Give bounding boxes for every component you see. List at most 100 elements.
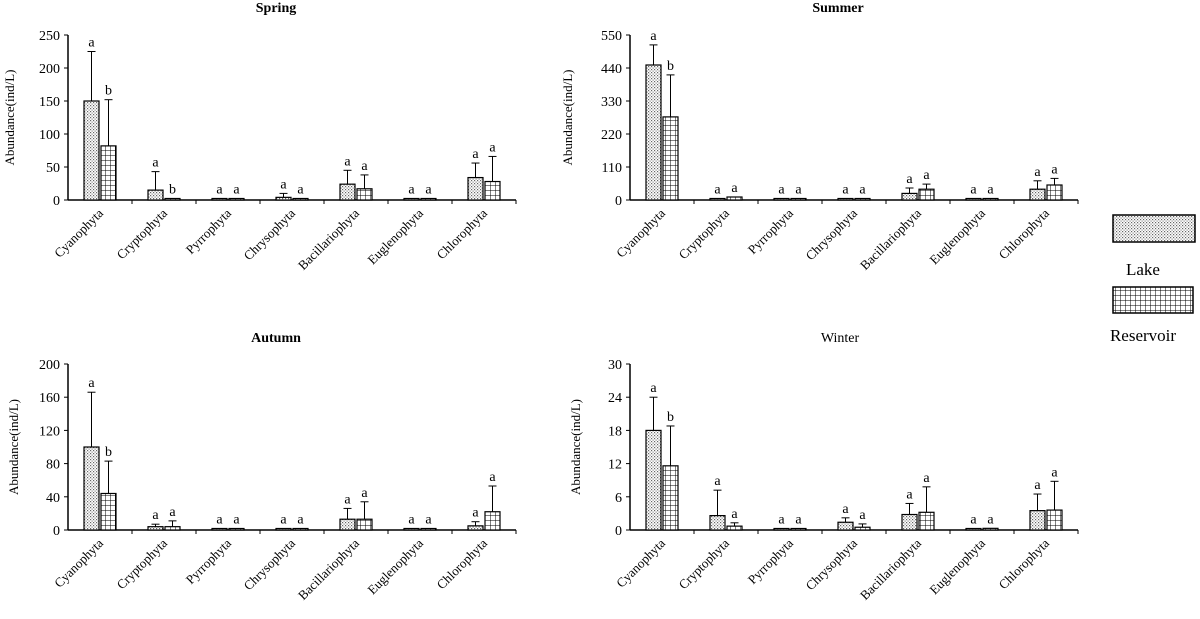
- bar-lake: [837, 197, 854, 201]
- bar-reservoir: [484, 511, 501, 531]
- x-tick-label: Chrysophyta: [803, 205, 861, 263]
- bar-reservoir: [356, 188, 373, 201]
- bar-reservoir: [228, 197, 245, 201]
- chart-panel-autumn: Autumn Abundance(ind/L) 0 40 80 120 160 200 Cyan…: [6, 331, 517, 603]
- significance-letter: a: [859, 183, 866, 198]
- bar-reservoir: [228, 527, 245, 531]
- bar-reservoir: [854, 526, 871, 531]
- significance-letter: a: [987, 183, 994, 198]
- significance-letter: a: [650, 381, 657, 396]
- x-tick-label: Chrysophyta: [241, 205, 299, 263]
- bar-reservoir: [100, 145, 117, 201]
- y-tick-label: 150: [39, 95, 60, 110]
- significance-letter: a: [778, 513, 785, 528]
- significance-letter: a: [906, 172, 913, 187]
- significance-letter: a: [280, 513, 287, 528]
- x-tick-label: Chlorophyta: [434, 205, 491, 262]
- bar-lake: [901, 192, 918, 201]
- significance-letter: b: [667, 410, 674, 425]
- bar-reservoir: [100, 492, 117, 531]
- significance-letter: a: [970, 513, 977, 528]
- significance-letter: a: [344, 492, 351, 507]
- significance-letter: a: [216, 513, 223, 528]
- legend-swatch-reservoir: [1112, 286, 1194, 314]
- chart-title: Winter: [821, 331, 860, 346]
- significance-letter: a: [1051, 465, 1058, 480]
- x-tick-label: Euglenophyta: [364, 535, 426, 597]
- x-tick-label: Bacillariophyta: [857, 535, 924, 602]
- y-tick-label: 40: [46, 491, 60, 506]
- bar-reservoir: [662, 116, 679, 201]
- bar-reservoir: [918, 188, 935, 201]
- significance-letter: a: [714, 183, 721, 198]
- x-tick-label: Pyrrophyta: [745, 205, 797, 257]
- y-axis-label: Abundance(ind/L): [2, 69, 17, 165]
- significance-letter: a: [152, 508, 159, 523]
- y-tick-label: 200: [39, 62, 60, 77]
- significance-letter: b: [169, 183, 176, 198]
- significance-letter: a: [233, 513, 240, 528]
- bar-lake: [645, 64, 662, 201]
- x-tick-label: Chlorophyta: [434, 535, 491, 592]
- legend-label-lake: Lake: [1126, 260, 1160, 279]
- chart-title: Autumn: [251, 331, 301, 346]
- y-tick-label: 330: [601, 95, 622, 110]
- bar-reservoir: [1046, 184, 1063, 201]
- bar-lake: [211, 527, 228, 531]
- bar-lake: [147, 526, 164, 531]
- significance-letter: a: [472, 506, 479, 521]
- significance-letter: a: [650, 29, 657, 44]
- bar-reservoir: [662, 465, 679, 531]
- significance-letter: a: [778, 183, 785, 198]
- bar-reservoir: [790, 197, 807, 201]
- significance-letter: a: [714, 474, 721, 489]
- bar-lake: [965, 527, 982, 531]
- legend-swatch-lake: [1112, 214, 1196, 243]
- x-tick-label: Euglenophyta: [926, 535, 988, 597]
- bar-reservoir: [726, 525, 743, 531]
- x-tick-label: Pyrrophyta: [183, 205, 235, 257]
- bar-lake: [901, 513, 918, 531]
- x-tick-label: Bacillariophyta: [295, 205, 362, 272]
- x-tick-label: Cryptophyta: [676, 205, 733, 262]
- x-tick-label: Chrysophyta: [803, 535, 861, 593]
- bar-lake: [773, 527, 790, 531]
- y-tick-label: 200: [39, 358, 60, 373]
- bar-lake: [403, 197, 420, 201]
- y-tick-label: 6: [615, 491, 622, 506]
- x-tick-label: Cyanophyta: [613, 205, 668, 260]
- bar-lake: [709, 197, 726, 201]
- bar-reservoir: [292, 527, 309, 531]
- bar-lake: [83, 100, 100, 201]
- significance-letter: a: [1034, 165, 1041, 180]
- significance-letter: a: [280, 177, 287, 192]
- bar-reservoir: [420, 527, 437, 531]
- bar-lake: [147, 189, 164, 201]
- significance-letter: a: [361, 486, 368, 501]
- bar-reservoir: [982, 197, 999, 201]
- significance-letter: a: [923, 168, 930, 183]
- bar-lake: [339, 183, 356, 201]
- bar-lake: [467, 525, 484, 531]
- significance-letter: a: [361, 159, 368, 174]
- y-tick-label: 160: [39, 391, 60, 406]
- y-tick-label: 12: [608, 458, 622, 473]
- significance-letter: a: [472, 147, 479, 162]
- significance-letter: a: [859, 508, 866, 523]
- significance-letter: a: [297, 513, 304, 528]
- y-axis-label: Abundance(ind/L): [6, 399, 21, 495]
- significance-letter: a: [731, 181, 738, 196]
- significance-letter: a: [233, 183, 240, 198]
- y-tick-label: 80: [46, 458, 60, 473]
- significance-letter: a: [906, 487, 913, 502]
- legend-label-reservoir: Reservoir: [1110, 326, 1176, 345]
- significance-letter: a: [216, 183, 223, 198]
- x-tick-label: Pyrrophyta: [183, 535, 235, 587]
- x-tick-label: Cryptophyta: [114, 205, 171, 262]
- y-axis-label: Abundance(ind/L): [560, 69, 575, 165]
- significance-letter: b: [667, 59, 674, 74]
- significance-letter: a: [169, 505, 176, 520]
- significance-letter: a: [795, 183, 802, 198]
- bar-reservoir: [726, 196, 743, 201]
- y-tick-label: 0: [53, 524, 60, 539]
